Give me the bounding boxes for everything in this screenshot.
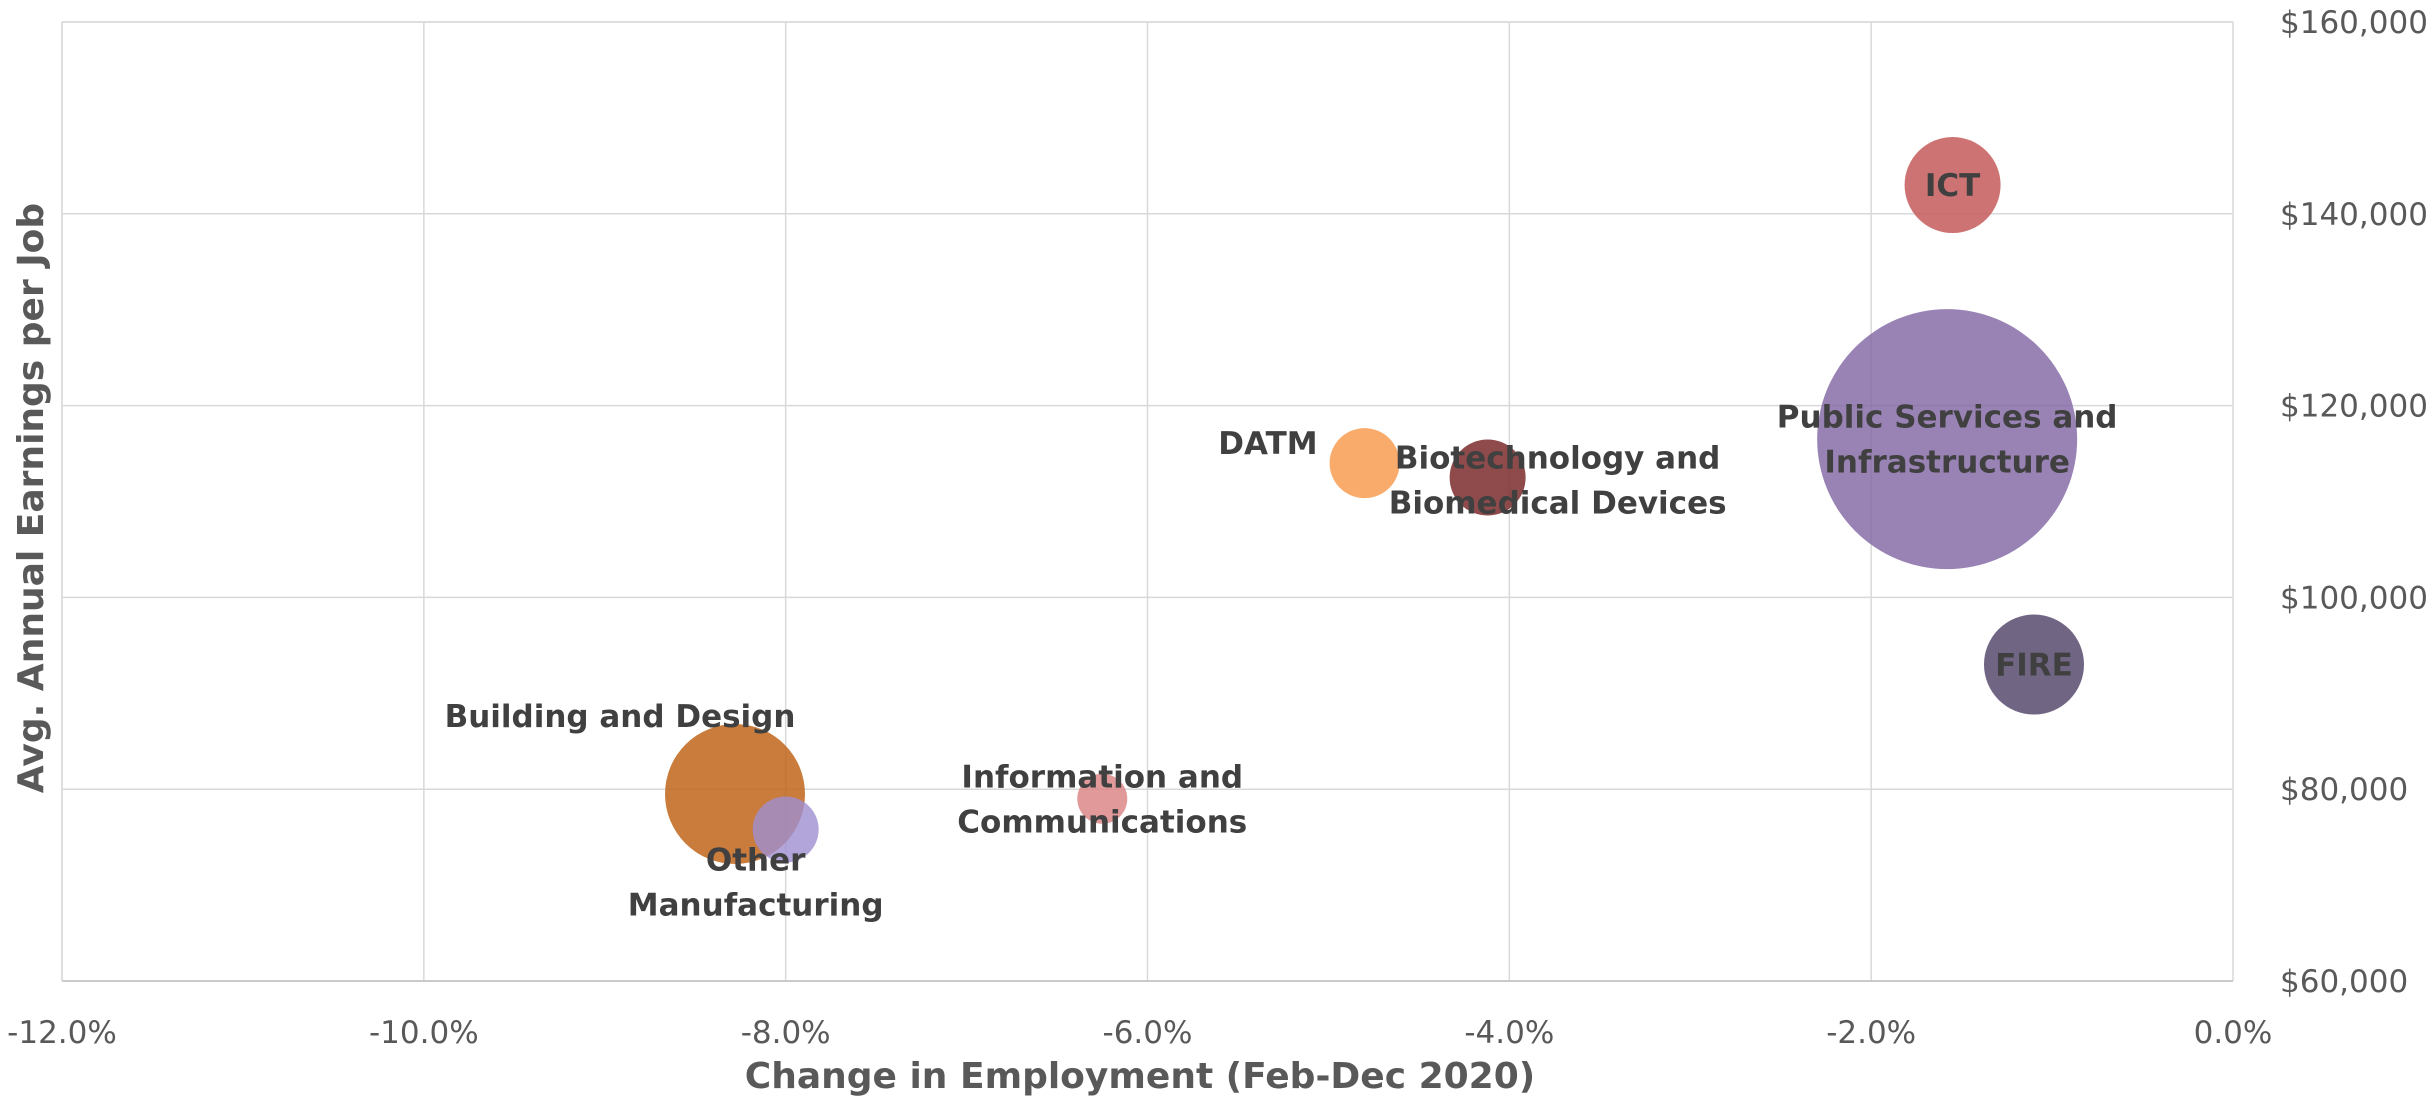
x-axis-title: Change in Employment (Feb-Dec 2020) bbox=[745, 1056, 1535, 1097]
bubble-label-0: ICT bbox=[1925, 168, 1980, 204]
x-tick-label: -12.0% bbox=[7, 1015, 117, 1051]
bubble-label-1: Public Services and Infrastructure bbox=[1777, 400, 2118, 481]
bubble-layer bbox=[665, 137, 2084, 864]
x-tick-label: -4.0% bbox=[1464, 1015, 1554, 1051]
bubble-label-4: Biotechnology and Biomedical Devices bbox=[1389, 441, 1727, 522]
x-tick-label: -10.0% bbox=[369, 1015, 479, 1051]
bubble-label-line: Communications bbox=[957, 804, 1247, 840]
bubble-label-line: Information and bbox=[961, 759, 1243, 795]
bubble-4 bbox=[1449, 439, 1526, 516]
bubble-7 bbox=[752, 796, 819, 863]
y-axis-title: Avg. Annual Earnings per Job bbox=[11, 203, 52, 793]
bubble-label-line: Biomedical Devices bbox=[1389, 486, 1727, 522]
x-tick-label: -8.0% bbox=[741, 1015, 831, 1051]
bubble-0 bbox=[1904, 137, 2001, 234]
bubble-label-6: Building and Design bbox=[445, 699, 796, 735]
y-tick-label: $160,000 bbox=[2280, 5, 2428, 41]
bubble-label-line: ICT bbox=[1925, 168, 1980, 204]
bubble-2 bbox=[1983, 614, 2084, 715]
bubble-label-line: Building and Design bbox=[445, 699, 796, 735]
bubble-label-line: FIRE bbox=[1995, 648, 2073, 684]
bubble-5 bbox=[1077, 773, 1128, 824]
bubble-label-layer: ICT Public Services and Infrastructure FIRE… bbox=[445, 168, 2118, 923]
y-tick-label: $80,000 bbox=[2280, 772, 2408, 808]
y-tick-label: $60,000 bbox=[2280, 964, 2408, 1000]
x-tick-label: 0.0% bbox=[2194, 1015, 2273, 1051]
bubble-label-line: Other bbox=[706, 842, 806, 878]
bubble-1 bbox=[1817, 309, 2078, 570]
x-tick-label: -6.0% bbox=[1103, 1015, 1193, 1051]
bubble-label-3: DATM bbox=[1218, 426, 1317, 462]
bubble-label-line: Infrastructure bbox=[1824, 445, 2070, 481]
bubble-label-line: DATM bbox=[1218, 426, 1317, 462]
bubble-label-line: Biotechnology and bbox=[1395, 441, 1721, 477]
bubble-label-7: Other Manufacturing bbox=[628, 842, 884, 923]
x-tick-label: -2.0% bbox=[1826, 1015, 1916, 1051]
bubble-label-line: Manufacturing bbox=[628, 887, 884, 923]
y-tick-label: $140,000 bbox=[2280, 197, 2428, 233]
bubble-label-line: Public Services and bbox=[1777, 400, 2118, 436]
y-axis-tick-labels: $60,000 $80,000 $100,000 $120,000 $140,000 $1… bbox=[2280, 5, 2428, 1000]
x-axis-tick-labels: -12.0% -10.0% -8.0% -6.0% -4.0% -2.0% 0.0% bbox=[7, 1015, 2272, 1051]
bubble-label-5: Information and Communications bbox=[957, 759, 1247, 840]
y-tick-label: $100,000 bbox=[2280, 580, 2428, 616]
bubble-3 bbox=[1329, 428, 1400, 499]
bubble-label-2: FIRE bbox=[1995, 648, 2073, 684]
y-tick-label: $120,000 bbox=[2280, 389, 2428, 425]
